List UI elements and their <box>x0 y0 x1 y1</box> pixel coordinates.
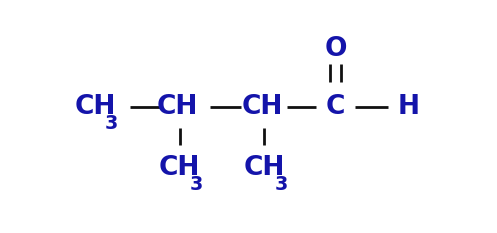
Text: C: C <box>326 94 345 120</box>
Text: O: O <box>325 37 347 62</box>
Text: CH: CH <box>159 155 200 181</box>
Text: CH: CH <box>157 94 198 120</box>
Text: H: H <box>398 94 420 120</box>
Text: 3: 3 <box>274 175 288 194</box>
Text: CH: CH <box>244 155 285 181</box>
Text: 3: 3 <box>189 175 203 194</box>
Text: CH: CH <box>74 94 115 120</box>
Text: 3: 3 <box>105 113 118 133</box>
Text: CH: CH <box>242 94 283 120</box>
